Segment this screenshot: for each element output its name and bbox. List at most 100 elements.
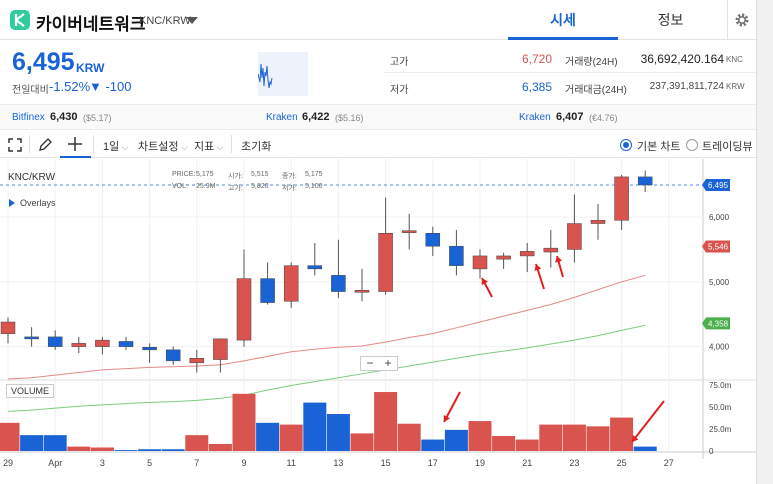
x-tick-label: 3 xyxy=(100,458,105,468)
reset-button[interactable]: 초기화 xyxy=(241,141,272,153)
low-label: 저가 xyxy=(390,85,409,96)
ohlc-low-value: 5,100 xyxy=(305,183,323,190)
candle-body xyxy=(331,275,346,292)
toolbar-separator xyxy=(29,135,30,153)
chart-settings-label: 차트설정 xyxy=(138,141,179,153)
change-percent: -1.52% xyxy=(49,79,91,94)
scroll-gutter-top xyxy=(756,0,773,40)
annotation-arrow xyxy=(631,400,665,443)
basic-chart-radio[interactable] xyxy=(620,139,632,151)
candle-body xyxy=(189,358,205,364)
volume-bar xyxy=(633,446,657,451)
low-value: 6,385 xyxy=(521,80,552,94)
coin-name: 카이버네트워크 xyxy=(36,15,146,34)
chevron-down-icon[interactable] xyxy=(186,17,198,24)
exchange-name[interactable]: Kraken xyxy=(519,112,551,123)
candle-body xyxy=(260,278,275,303)
exchange-name[interactable]: Kraken xyxy=(266,112,298,123)
candle-body xyxy=(472,255,488,270)
moving-average-short xyxy=(7,274,646,380)
y-tick-label: 5,000 xyxy=(709,278,730,287)
overlays-toggle[interactable]: Overlays xyxy=(20,198,56,208)
x-tick-label: 25 xyxy=(617,458,627,468)
x-tick-label: Apr xyxy=(48,458,62,468)
high-value: 6,720 xyxy=(521,52,552,66)
tradingview-radio[interactable] xyxy=(686,139,698,151)
zoom-in-button[interactable]: + xyxy=(384,356,392,370)
annotation-arrowhead xyxy=(555,256,563,263)
price-tag-label: 6,495 xyxy=(708,181,729,190)
toolbar-separator xyxy=(93,135,94,153)
volume-bar xyxy=(43,435,67,451)
volume-24h-label: 거래량(24H) xyxy=(565,57,618,68)
gear-icon xyxy=(735,13,749,27)
volume-bar xyxy=(421,439,445,451)
exchange-usd-price: ($5.17) xyxy=(83,113,112,123)
annotation-arrowhead xyxy=(443,415,451,422)
crosshair-icon xyxy=(68,137,82,151)
exchange-price: 6,407 xyxy=(556,111,584,123)
volume-bar xyxy=(303,402,327,451)
candle-body xyxy=(519,251,535,257)
volume-tick-label: 50.0m xyxy=(709,403,732,412)
volume-bar xyxy=(492,436,516,451)
candle-body xyxy=(637,176,653,186)
ohlc-close-value: 5,175 xyxy=(305,171,323,178)
candle-body xyxy=(165,349,181,362)
volume-label: VOLUME xyxy=(6,384,55,398)
pencil-icon[interactable] xyxy=(38,138,52,152)
price-tag-label: 4,358 xyxy=(708,319,729,328)
ohlc-close-key: 종가: xyxy=(282,173,297,180)
candle-body xyxy=(47,336,63,347)
volume-bar xyxy=(90,447,114,451)
chart-symbol: KNC/KRW xyxy=(8,172,56,183)
interval-dropdown[interactable]: 1일 ⌵ xyxy=(103,141,129,153)
tab-price[interactable]: 시세 xyxy=(508,0,618,40)
candle-body xyxy=(567,223,582,250)
exchange-name[interactable]: Bitfinex xyxy=(12,112,45,123)
x-tick-label: 27 xyxy=(664,458,674,468)
current-price: 6,495 xyxy=(12,48,75,76)
x-tick-label: 13 xyxy=(333,458,343,468)
price-tag-label: 5,546 xyxy=(708,242,729,251)
tradingview-label[interactable]: 트레이딩뷰 xyxy=(702,141,753,153)
volume-bar xyxy=(350,433,374,451)
zoom-out-button[interactable]: − xyxy=(366,356,374,370)
volume-tick-label: 0 xyxy=(709,447,714,456)
x-tick-label: 9 xyxy=(241,458,246,468)
high-label: 고가 xyxy=(390,57,409,68)
ohlc-open-key: 시가: xyxy=(228,173,243,180)
volume-24h-unit: KNC xyxy=(726,55,743,64)
basic-chart-label[interactable]: 기본 차트 xyxy=(637,141,681,153)
x-tick-label: 5 xyxy=(147,458,152,468)
fullscreen-icon[interactable] xyxy=(8,138,22,152)
candle-body xyxy=(496,255,511,260)
chart-settings-dropdown[interactable]: 차트설정 ⌵ xyxy=(138,141,188,153)
volume-bar xyxy=(208,443,232,451)
volume-bar xyxy=(397,423,421,451)
volume-bar xyxy=(562,424,586,451)
caret-right-icon[interactable] xyxy=(9,199,15,207)
x-tick-label: 23 xyxy=(569,458,579,468)
ohlc-high-key: 고가: xyxy=(228,185,243,192)
volume-bar xyxy=(515,439,539,451)
volume-bar xyxy=(138,449,162,451)
volume-bar xyxy=(279,424,303,451)
volume-bar xyxy=(610,417,634,451)
x-tick-label: 21 xyxy=(522,458,532,468)
volume-24h-value: 36,692,420.164 xyxy=(640,52,724,66)
settings-button[interactable] xyxy=(727,0,755,40)
volume-bar xyxy=(20,435,44,451)
candle-body xyxy=(142,347,157,351)
scrollbar-track[interactable] xyxy=(756,40,773,484)
kyber-logo-icon xyxy=(10,10,30,30)
crosshair-tool[interactable] xyxy=(60,131,91,158)
x-tick-label: 17 xyxy=(428,458,438,468)
price-chart[interactable]: 29 Apr 3 5 7 9 11 13 15 17 19 21 23 25 27 4,000 5,000 6,0… xyxy=(0,159,756,484)
volume-bar xyxy=(161,449,185,451)
tab-info[interactable]: 정보 xyxy=(657,12,684,28)
ohlc-vol-key: VOL: xyxy=(172,183,188,190)
x-tick-label: 7 xyxy=(194,458,199,468)
indicators-dropdown[interactable]: 지표 ⌵ xyxy=(194,141,224,153)
candle-body xyxy=(24,336,39,340)
